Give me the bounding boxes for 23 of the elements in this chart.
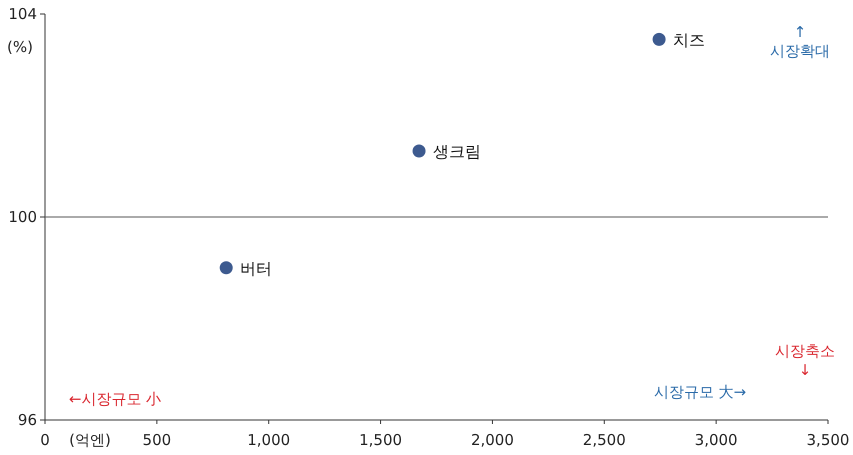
x-tick-label: 3,000 xyxy=(694,431,738,449)
point xyxy=(652,32,666,46)
x-tick-label: 1,500 xyxy=(359,431,402,449)
series-label: 버터 xyxy=(240,258,272,278)
y-tick-label: 104 xyxy=(8,5,37,23)
x-tick-label: 2,000 xyxy=(470,431,514,449)
annotation: ←시장규모 小 xyxy=(68,390,162,408)
x-tick-label: 2,500 xyxy=(582,431,626,449)
annotation: 시장축소 ↓ xyxy=(775,342,835,379)
point xyxy=(412,144,426,158)
x-tick-label: 3,500 xyxy=(806,431,850,449)
y-tick-label: 96 xyxy=(18,411,37,429)
point xyxy=(220,261,233,274)
y-tick-label: 100 xyxy=(8,208,37,226)
x-tick-label: 500 xyxy=(142,431,172,449)
x-tick-label: 1,000 xyxy=(247,431,290,449)
annotation: ↑ 시장확대 xyxy=(770,23,830,60)
x-axis-title: (억엔) xyxy=(69,431,111,449)
series-label: 치즈 xyxy=(673,30,706,50)
x-tick-label: 0 xyxy=(40,431,50,449)
series-label: 생크림 xyxy=(433,142,482,162)
annotation: 시장규모 大→ xyxy=(654,383,746,401)
y-axis-title: (%) xyxy=(7,38,33,56)
